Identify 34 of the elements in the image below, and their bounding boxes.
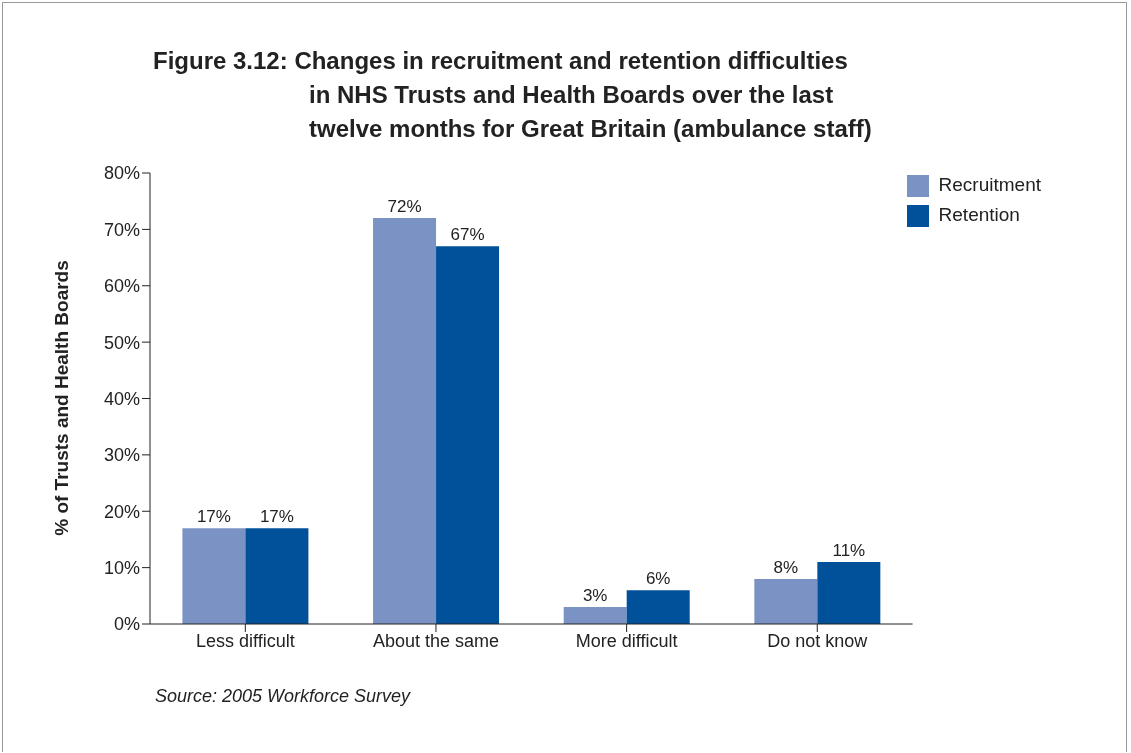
y-tick-label: 50%: [103, 332, 140, 353]
y-tick-label: 40%: [103, 388, 140, 409]
data-label: 17%: [259, 507, 294, 527]
bar: [373, 218, 437, 624]
x-tick-label: More difficult: [575, 630, 678, 651]
y-tick-label: 60%: [103, 276, 140, 297]
data-label: 72%: [387, 197, 422, 217]
x-tick-label: About the same: [372, 630, 500, 651]
x-tick-label: Less difficult: [195, 630, 295, 651]
bar: [245, 528, 309, 624]
y-tick-label: 70%: [103, 219, 140, 240]
data-label: 17%: [196, 507, 231, 527]
data-label: 11%: [832, 540, 866, 560]
x-tick-label: Do not know: [767, 630, 869, 651]
data-label: 67%: [450, 225, 485, 245]
bar: [182, 528, 246, 624]
bar: [563, 607, 627, 624]
data-label: 8%: [773, 557, 799, 577]
y-tick-label: 0%: [113, 614, 140, 635]
legend-label: Recruitment: [938, 174, 1041, 195]
y-tick-label: 30%: [103, 445, 140, 466]
y-axis-title: % of Trusts and Health Boards: [51, 260, 73, 536]
y-tick-label: 20%: [103, 501, 140, 522]
bar: [626, 590, 690, 624]
legend-label: Retention: [938, 204, 1020, 225]
bar: [436, 246, 500, 624]
data-label: 3%: [582, 586, 608, 606]
y-tick-label: 10%: [103, 558, 140, 579]
data-label: 6%: [645, 569, 671, 589]
y-tick-label: 80%: [103, 163, 140, 184]
bar: [817, 561, 881, 624]
chart-title: Figure 3.12: Changes in recruitment and retention difficulties in NHS Trusts and Health Boards over the last twelve months for Great Britain (ambulance staff): [153, 46, 872, 144]
bar: [754, 578, 818, 624]
source-note: Source: 2005 Workforce Survey: [155, 686, 411, 707]
